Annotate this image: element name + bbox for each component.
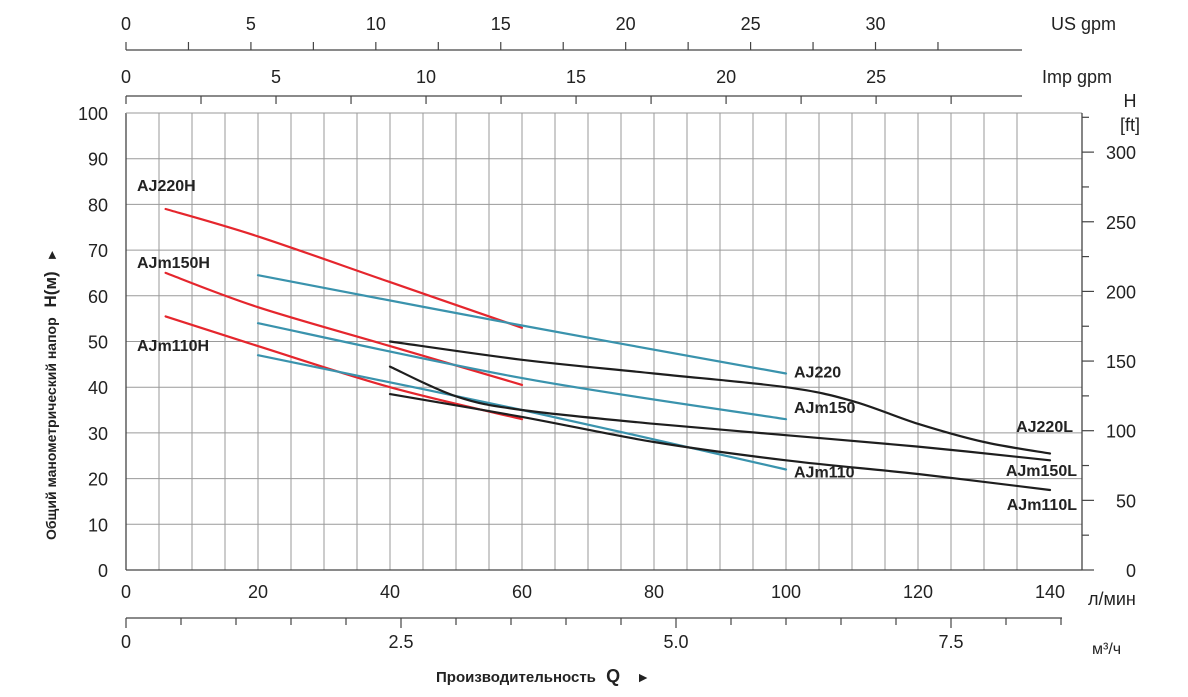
performance-curves — [164, 207, 1052, 492]
curve-ajm150 — [256, 322, 788, 421]
top-axes: 0 5 10 15 20 25 30 US gpm 0 5 10 15 20 25 Imp gpm — [121, 14, 1116, 104]
h-ft-tick-label: 50 — [1116, 491, 1136, 511]
curve-aj220l — [388, 340, 1052, 455]
imp-gpm-tick-label: 10 — [416, 67, 436, 87]
imp-gpm-tick-label: 20 — [716, 67, 736, 87]
lmin-tick-label: 80 — [644, 582, 664, 602]
h-ft-tick-label: 100 — [1106, 422, 1136, 442]
curve-ajm110l — [388, 393, 1052, 492]
us-gpm-unit-label: US gpm — [1051, 14, 1116, 34]
left-axis: 0 10 20 30 40 50 60 70 80 90 100 — [78, 104, 108, 581]
imp-gpm-tick-label: 15 — [566, 67, 586, 87]
curve-label-aj220h: AJ220H — [137, 178, 196, 195]
h-m-tick-label: 60 — [88, 287, 108, 307]
x-axis-arrow: ► — [636, 669, 650, 685]
lmin-tick-label: 100 — [771, 582, 801, 602]
us-gpm-tick-label: 25 — [741, 14, 761, 34]
curve-label-ajm110h: AJm110H — [137, 338, 209, 355]
lmin-tick-label: 140 — [1035, 582, 1065, 602]
imp-gpm-unit-label: Imp gpm — [1042, 67, 1112, 87]
curve-label-ajm150l: AJm150L — [1006, 463, 1077, 480]
curve-aj220 — [256, 274, 788, 375]
us-gpm-tick-label: 20 — [616, 14, 636, 34]
curve-ajm150h — [164, 271, 524, 386]
us-gpm-tick-label: 15 — [491, 14, 511, 34]
curve-ajm150l — [388, 365, 1052, 462]
y-axis-arrow: ► — [44, 249, 59, 262]
h-m-tick-label: 0 — [98, 561, 108, 581]
lmin-unit-label: л/мин — [1088, 589, 1136, 609]
h-ft-unit-line1: H — [1124, 91, 1137, 111]
curve-label-ajm110l: AJm110L — [1007, 497, 1077, 514]
curve-aj220h — [164, 207, 524, 329]
imp-gpm-tick-label: 0 — [121, 67, 131, 87]
h-ft-tick-label: 150 — [1106, 352, 1136, 372]
m3h-tick-label: 5.0 — [663, 632, 688, 652]
us-gpm-tick-label: 10 — [366, 14, 386, 34]
curve-label-aj220l: AJ220L — [1016, 419, 1073, 436]
h-ft-tick-label: 200 — [1106, 282, 1136, 302]
y-axis-title: Общий манометрический напор H(м) ► — [41, 249, 60, 540]
h-m-tick-label: 30 — [88, 424, 108, 444]
h-ft-tick-label: 0 — [1126, 561, 1136, 581]
h-m-tick-label: 90 — [88, 150, 108, 170]
lmin-tick-label: 120 — [903, 582, 933, 602]
x-axis-title-text: Производительность — [436, 669, 596, 686]
right-axis: 0 50 100 150 200 250 300 H [ft] — [1082, 91, 1140, 581]
curve-label-aj220: AJ220 — [794, 364, 841, 381]
m3h-tick-label: 7.5 — [938, 632, 963, 652]
h-m-tick-label: 100 — [78, 104, 108, 124]
y-axis-title-text: Общий манометрический напор — [43, 317, 59, 540]
m3h-tick-label: 2.5 — [388, 632, 413, 652]
h-m-tick-label: 80 — [88, 195, 108, 215]
y-axis-title-symbol: H(м) — [41, 271, 60, 307]
curve-label-ajm150: AJm150 — [794, 400, 855, 417]
plot-frame — [125, 112, 1083, 571]
imp-gpm-tick-label: 25 — [866, 67, 886, 87]
lmin-tick-label: 60 — [512, 582, 532, 602]
m3h-tick-label: 0 — [121, 632, 131, 652]
curve-label-ajm150h: AJm150H — [137, 255, 210, 272]
curve-labels: AJ220H AJm150H AJm110H AJ220 AJm150 AJm110 AJ2… — [137, 178, 1077, 514]
h-m-tick-label: 50 — [88, 333, 108, 353]
h-m-tick-label: 10 — [88, 515, 108, 535]
bottom-axes: 0 20 40 60 80 100 120 140 л/мин 0 2.5 5.0 7.5 м³/ч — [121, 582, 1136, 658]
h-m-tick-label: 20 — [88, 470, 108, 490]
h-ft-tick-label: 300 — [1106, 143, 1136, 163]
lmin-tick-label: 0 — [121, 582, 131, 602]
us-gpm-tick-label: 5 — [246, 14, 256, 34]
x-axis-title-symbol: Q — [606, 666, 620, 686]
h-ft-tick-label: 250 — [1106, 213, 1136, 233]
us-gpm-tick-label: 0 — [121, 14, 131, 34]
grid — [126, 113, 1082, 570]
us-gpm-tick-label: 30 — [865, 14, 885, 34]
h-ft-unit-line2: [ft] — [1120, 115, 1140, 135]
imp-gpm-tick-label: 5 — [271, 67, 281, 87]
h-m-tick-label: 40 — [88, 378, 108, 398]
x-axis-title: Производительность Q ► — [436, 666, 650, 686]
h-m-tick-label: 70 — [88, 241, 108, 261]
curve-label-ajm110: AJm110 — [794, 464, 855, 481]
lmin-tick-label: 20 — [248, 582, 268, 602]
m3h-unit-label: м³/ч — [1092, 641, 1121, 658]
lmin-tick-label: 40 — [380, 582, 400, 602]
